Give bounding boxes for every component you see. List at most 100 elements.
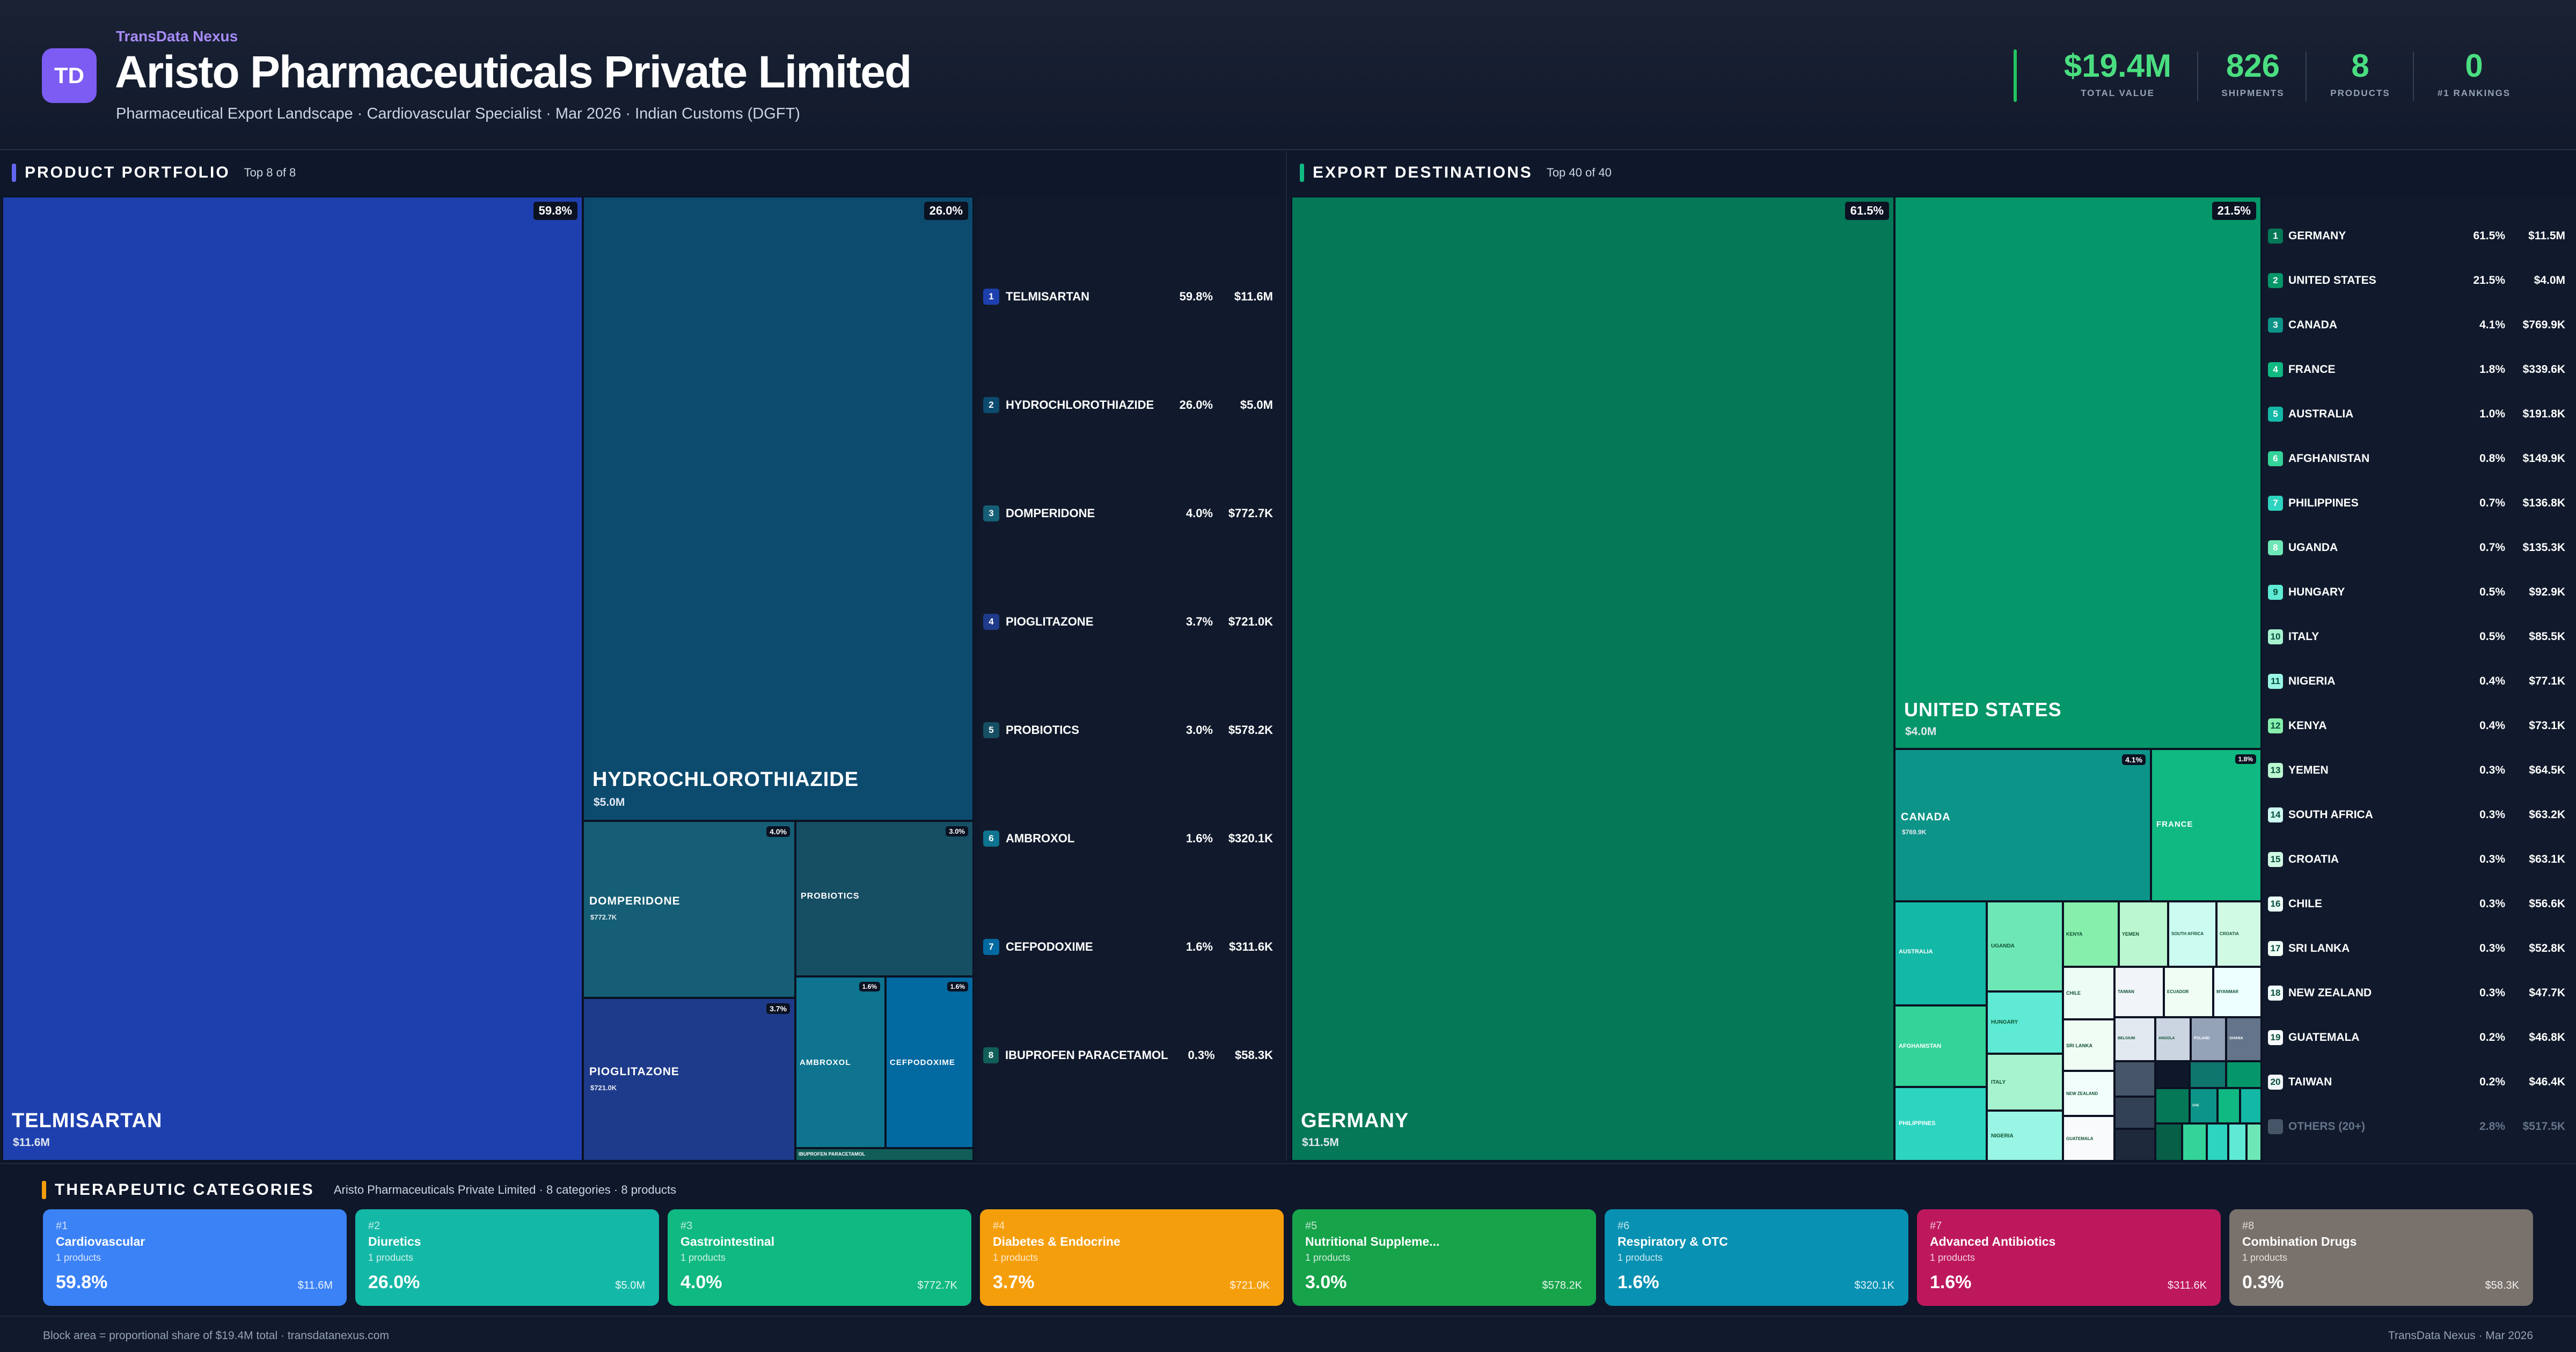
category-card[interactable]: #7 Advanced Antibiotics 1 products 1.6% … [1917, 1209, 2221, 1306]
treemap-block-telmisartan[interactable]: 59.8% TELMISARTAN $11.6M [2, 196, 583, 1161]
treemap-block-small[interactable] [2155, 1123, 2182, 1161]
legend-item-others[interactable]: OTHERS (20+) 2.8% $517.5K [2268, 1119, 2565, 1134]
legend-item[interactable]: 20 TAIWAN 0.2% $46.4K [2268, 1075, 2565, 1090]
legend-item[interactable]: 5 AUSTRALIA 1.0% $191.8K [2268, 407, 2565, 422]
treemap-block-yemen[interactable]: YEMEN [2119, 901, 2168, 967]
legend-item[interactable]: 7 PHILIPPINES 0.7% $136.8K [2268, 496, 2565, 511]
treemap-block-angola[interactable]: ANGOLA [2155, 1017, 2191, 1061]
treemap-block-hydrochlorothiazide[interactable]: 26.0% HYDROCHLOROTHIAZIDE $5.0M [583, 196, 974, 821]
legend-item[interactable]: 6 AFGHANISTAN 0.8% $149.9K [2268, 451, 2565, 466]
treemap-block-cefpodoxime[interactable]: 1.6% CEFPODOXIME [885, 976, 974, 1148]
category-share: 1.6% [1618, 1272, 1659, 1292]
treemap-block-small[interactable] [2218, 1088, 2240, 1123]
treemap-block-small[interactable] [2114, 1097, 2155, 1129]
rank-badge: 5 [2268, 407, 2283, 422]
legend-item[interactable]: 12 KENYA 0.4% $73.1K [2268, 718, 2565, 733]
treemap-block-guatemala[interactable]: GUATEMALA [2063, 1116, 2114, 1161]
legend-item[interactable]: 4 PIOGLITAZONE 3.7% $721.0K [983, 614, 1273, 630]
treemap-block-new-zealand[interactable]: NEW ZEALAND [2063, 1071, 2114, 1116]
treemap-block-nigeria[interactable]: NIGERIA [1987, 1111, 2063, 1161]
treemap-block-small[interactable] [2207, 1123, 2228, 1161]
treemap-block-domperidone[interactable]: 4.0% DOMPERIDONE $772.7K [583, 821, 795, 998]
kpi-value: 0 [2465, 48, 2483, 84]
legend-item[interactable]: 11 NIGERIA 0.4% $77.1K [2268, 674, 2565, 689]
legend-item[interactable]: 2 HYDROCHLOROTHIAZIDE 26.0% $5.0M [983, 397, 1273, 413]
legend-value: $52.8K [2529, 942, 2565, 954]
treemap-block-australia[interactable]: AUSTRALIA [1894, 901, 1987, 1005]
product-treemap: 59.8% TELMISARTAN $11.6M 26.0% HYDROCHLO… [2, 196, 974, 1161]
treemap-block-ecuador[interactable]: ECUADOR [2164, 967, 2213, 1017]
treemap-block-ambroxol[interactable]: 1.6% AMBROXOL [795, 976, 885, 1148]
rank-badge: 3 [2268, 318, 2283, 333]
treemap-block-small[interactable] [2155, 1061, 2190, 1088]
legend-item[interactable]: 4 FRANCE 1.8% $339.6K [2268, 362, 2565, 377]
legend-item[interactable]: 3 DOMPERIDONE 4.0% $772.7K [983, 505, 1273, 521]
legend-item[interactable]: 8 UGANDA 0.7% $135.3K [2268, 540, 2565, 555]
treemap-block-small[interactable] [2240, 1088, 2262, 1123]
category-card[interactable]: #3 Gastrointestinal 1 products 4.0% $772… [668, 1209, 971, 1306]
treemap-block-canada[interactable]: 4.1% CANADA $769.9K [1894, 749, 2151, 901]
treemap-block-philippines[interactable]: PHILIPPINES [1894, 1087, 1987, 1161]
treemap-block-sri-lanka[interactable]: SRI LANKA [2063, 1019, 2114, 1071]
block-label: SOUTH AFRICA [2171, 931, 2204, 936]
category-card[interactable]: #4 Diabetes & Endocrine 1 products 3.7% … [980, 1209, 1284, 1306]
treemap-block-small[interactable] [2155, 1088, 2190, 1123]
legend-item[interactable]: 16 CHILE 0.3% $56.6K [2268, 897, 2565, 912]
treemap-block-chile[interactable]: CHILE [2063, 967, 2114, 1019]
category-card[interactable]: #2 Diuretics 1 products 26.0% $5.0M [355, 1209, 659, 1306]
legend-item[interactable]: 3 CANADA 4.1% $769.9K [2268, 318, 2565, 333]
treemap-block-ghana[interactable]: GHANA [2226, 1017, 2262, 1061]
treemap-block-south-africa[interactable]: SOUTH AFRICA [2168, 901, 2216, 967]
legend-item[interactable]: 10 ITALY 0.5% $85.5K [2268, 629, 2565, 644]
block-label: DOMPERIDONE [589, 895, 680, 907]
treemap-block-small[interactable] [2190, 1061, 2226, 1088]
treemap-block-germany[interactable]: 61.5% GERMANY $11.5M [1291, 196, 1894, 1161]
legend-item[interactable]: 17 SRI LANKA 0.3% $52.8K [2268, 941, 2565, 956]
legend-item[interactable]: 9 HUNGARY 0.5% $92.9K [2268, 585, 2565, 600]
category-card[interactable]: #6 Respiratory & OTC 1 products 1.6% $32… [1605, 1209, 1908, 1306]
treemap-block-hungary[interactable]: HUNGARY [1987, 991, 2063, 1054]
treemap-block-uganda[interactable]: UGANDA [1987, 901, 2063, 991]
treemap-block-belgium[interactable]: BELGIUM [2114, 1017, 2155, 1061]
treemap-block-kenya[interactable]: KENYA [2063, 901, 2119, 967]
category-value: $772.7K [917, 1280, 957, 1291]
legend-share: 1.6% [1185, 940, 1213, 953]
rank-badge: 4 [983, 614, 999, 630]
treemap-block-united-states[interactable]: 21.5% UNITED STATES $4.0M [1894, 196, 2262, 749]
treemap-block-pioglitazone[interactable]: 3.7% PIOGLITAZONE $721.0K [583, 998, 795, 1161]
treemap-block-france[interactable]: 1.8% FRANCE [2151, 749, 2262, 901]
category-card[interactable]: #5 Nutritional Suppleme... 1 products 3.… [1292, 1209, 1596, 1306]
category-card[interactable]: #8 Combination Drugs 1 products 0.3% $58… [2229, 1209, 2533, 1306]
treemap-block-small[interactable] [2246, 1123, 2262, 1161]
treemap-block-probiotics[interactable]: 3.0% PROBIOTICS [795, 821, 974, 976]
legend-item[interactable]: 13 YEMEN 0.3% $64.5K [2268, 763, 2565, 778]
treemap-block-ibuprofen-paracetamol[interactable]: IBUPROFEN PARACETAMOL [795, 1148, 974, 1161]
treemap-block-myanmar[interactable]: MYANMAR [2213, 967, 2262, 1017]
legend-item[interactable]: 19 GUATEMALA 0.2% $46.8K [2268, 1030, 2565, 1045]
legend-item[interactable]: 5 PROBIOTICS 3.0% $578.2K [983, 722, 1273, 738]
legend-item[interactable]: 2 UNITED STATES 21.5% $4.0M [2268, 273, 2565, 288]
treemap-block-poland[interactable]: POLAND [2191, 1017, 2226, 1061]
treemap-block-small[interactable] [2226, 1061, 2262, 1088]
legend-item[interactable]: 1 TELMISARTAN 59.8% $11.6M [983, 289, 1273, 305]
legend-item[interactable]: 15 CROATIA 0.3% $63.1K [2268, 852, 2565, 867]
category-card[interactable]: #1 Cardiovascular 1 products 59.8% $11.6… [43, 1209, 347, 1306]
block-label: FRANCE [2156, 820, 2193, 829]
kpi-products: 8 PRODUCTS [2310, 47, 2411, 99]
treemap-block-italy[interactable]: ITALY [1987, 1054, 2063, 1111]
legend-item[interactable]: 6 AMBROXOL 1.6% $320.1K [983, 831, 1273, 847]
legend-item[interactable]: 8 IBUPROFEN PARACETAMOL 0.3% $58.3K [983, 1047, 1273, 1063]
legend-item[interactable]: 14 SOUTH AFRICA 0.3% $63.2K [2268, 807, 2565, 822]
legend-item[interactable]: 18 NEW ZEALAND 0.3% $47.7K [2268, 986, 2565, 1001]
treemap-block-croatia[interactable]: CROATIA [2216, 901, 2262, 967]
block-label: UNITED STATES [1904, 699, 2062, 721]
treemap-block-small[interactable] [2182, 1123, 2207, 1161]
treemap-block-small[interactable] [2114, 1061, 2155, 1097]
treemap-block-uae[interactable]: UAE [2190, 1088, 2218, 1123]
treemap-block-afghanistan[interactable]: AFGHANISTAN [1894, 1005, 1987, 1087]
treemap-block-small[interactable] [2228, 1123, 2246, 1161]
treemap-block-taiwan[interactable]: TAIWAN [2114, 967, 2164, 1017]
legend-item[interactable]: 1 GERMANY 61.5% $11.5M [2268, 229, 2565, 244]
legend-item[interactable]: 7 CEFPODOXIME 1.6% $311.6K [983, 939, 1273, 955]
treemap-block-small[interactable] [2114, 1129, 2155, 1161]
